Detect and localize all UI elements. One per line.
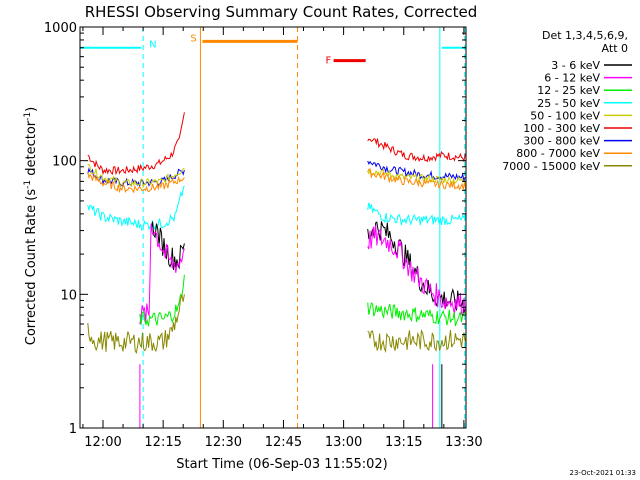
plot-frame — [79, 26, 467, 429]
legend-header-line1: Det 1,3,4,5,6,9, — [542, 29, 628, 42]
series-line-50-100-kev — [367, 167, 466, 186]
plot-area: N S F — [80, 27, 466, 428]
y-tick-label: 100 — [52, 155, 77, 170]
series-line-25-50-kev — [87, 185, 185, 232]
series-line-7000-15000-kev — [367, 329, 466, 353]
legend-label: 12 - 25 keV — [537, 84, 600, 97]
n-interval-label: N — [149, 40, 156, 51]
legend-label: 3 - 6 keV — [551, 59, 600, 72]
legend-label: 7000 - 15000 keV — [502, 160, 600, 173]
y-tick-label: 1 — [69, 422, 77, 437]
series-line-100-300-kev — [367, 138, 466, 163]
series-line-800-7000-kev — [87, 172, 185, 194]
y-tick-label: 10 — [60, 288, 77, 303]
series-line-50-100-kev — [87, 164, 185, 189]
y-axis-label: Corrected Count Rate (s-1 detector-1) — [23, 107, 39, 345]
axes: 1 10 100 1000 12:00 12:15 12:30 12:45 13:00 13:15… — [44, 21, 483, 450]
series-line-300-800-kev — [367, 160, 466, 183]
legend-label: 50 - 100 keV — [530, 109, 600, 122]
series-line-100-300-kev — [87, 112, 185, 176]
legend-label: 100 - 300 keV — [523, 122, 600, 135]
y-tick-label: 1000 — [44, 21, 77, 36]
series-line-300-800-kev — [87, 167, 185, 188]
legend-label: 300 - 800 keV — [523, 135, 600, 148]
legend-label: 25 - 50 keV — [537, 97, 600, 110]
x-tick-label: 12:15 — [144, 435, 181, 450]
timestamp: 23-Oct-2021 01:33 — [570, 469, 636, 477]
f-interval-label: F — [326, 56, 332, 67]
series-line-7000-15000-kev — [87, 293, 185, 355]
x-tick-label: 13:00 — [325, 435, 362, 450]
x-tick-label: 13:15 — [385, 435, 422, 450]
s-interval-label: S — [190, 33, 196, 44]
plot-series-group: N S F — [80, 27, 466, 428]
x-tick-label: 12:45 — [265, 435, 302, 450]
x-tick-label: 12:30 — [205, 435, 242, 450]
legend-label: 6 - 12 keV — [544, 72, 600, 85]
legend-label: 800 - 7000 keV — [516, 147, 600, 160]
series-line-800-7000-kev — [367, 168, 466, 191]
series-line-6-12-kev — [139, 223, 185, 325]
series-line-3-6-kev — [367, 221, 466, 314]
x-tick-label: 12:00 — [84, 435, 121, 450]
x-tick-label: 13:30 — [445, 435, 482, 450]
series-line-25-50-kev — [367, 202, 466, 226]
chart-title: RHESSI Observing Summary Count Rates, Co… — [85, 3, 478, 21]
legend-header-line2: Att 0 — [602, 42, 628, 55]
series-line-12-25-kev — [367, 302, 466, 327]
series-line-12-25-kev — [139, 274, 185, 327]
x-axis-label: Start Time (06-Sep-03 11:55:02) — [176, 457, 387, 472]
